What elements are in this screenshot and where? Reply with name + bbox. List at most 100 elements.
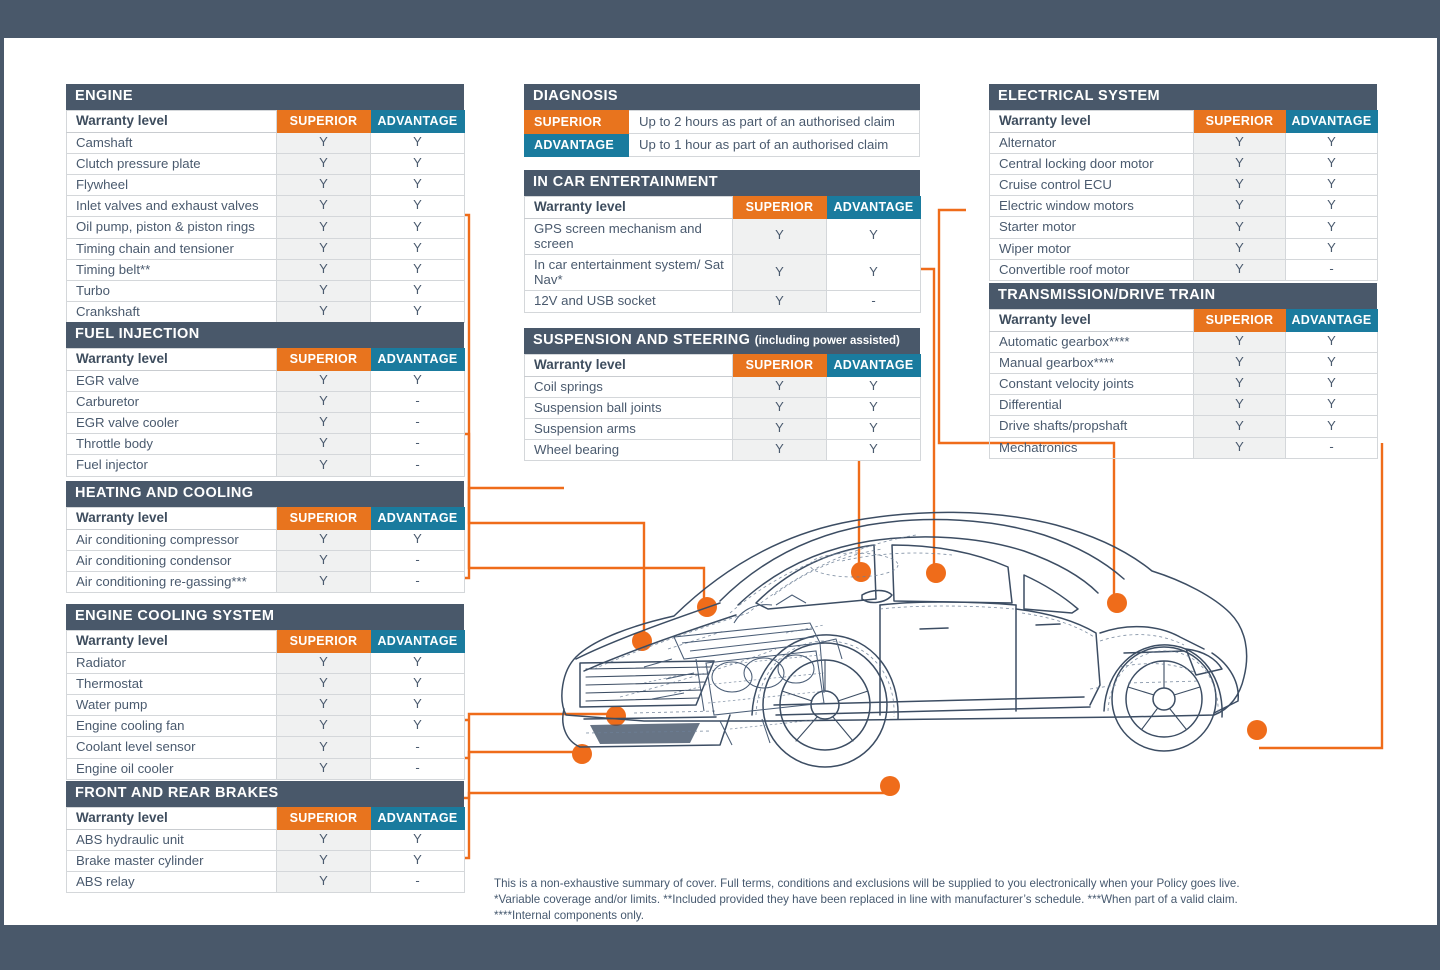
row-advantage-value: Y: [1285, 237, 1378, 260]
table-row: Fuel injector Y -: [66, 454, 465, 477]
block-title: ELECTRICAL SYSTEM: [989, 84, 1377, 111]
heating-cooling-table: Warranty level SUPERIOR ADVANTAGE Air co…: [66, 507, 465, 594]
row-advantage-value: Y: [370, 849, 465, 873]
row-label: Coolant level sensor: [66, 736, 277, 759]
row-advantage-value: Y: [370, 528, 465, 551]
row-label: Starter motor: [989, 216, 1194, 239]
row-advantage-value: Y: [1285, 216, 1378, 239]
row-label: ABS relay: [66, 871, 277, 894]
row-label: Drive shafts/propshaft: [989, 415, 1194, 438]
header-advantage: ADVANTAGE: [1285, 110, 1378, 133]
row-superior-value: Y: [276, 736, 371, 759]
table-row: EGR valve cooler Y -: [66, 412, 465, 435]
table-row: Crankshaft Y Y: [66, 301, 465, 324]
row-superior-value: Y: [732, 375, 827, 398]
row-superior-value: Y: [1193, 237, 1286, 260]
block-title: DIAGNOSIS: [524, 84, 920, 111]
row-label: Inlet valves and exhaust valves: [66, 195, 277, 218]
block-brakes: FRONT AND REAR BRAKES Warranty level SUP…: [66, 781, 465, 894]
table-row: Coolant level sensor Y -: [66, 736, 465, 759]
row-superior-value: Y: [276, 849, 371, 873]
table-row: Inlet valves and exhaust valves Y Y: [66, 195, 465, 218]
header-warranty-level: Warranty level: [524, 354, 733, 377]
row-advantage-value: Y: [370, 694, 465, 717]
row-label: Cruise control ECU: [989, 174, 1194, 197]
header-advantage: ADVANTAGE: [370, 110, 465, 133]
row-superior-value: Y: [276, 757, 371, 780]
header-advantage: ADVANTAGE: [826, 196, 921, 219]
diagnosis-table: SUPERIOR Up to 2 hours as part of an auth…: [524, 110, 920, 158]
row-superior-value: Y: [1193, 258, 1286, 281]
header-superior: SUPERIOR: [732, 354, 827, 377]
table-row: Turbo Y Y: [66, 279, 465, 303]
diagnosis-detail: Up to 1 hour as part of an authorised cl…: [628, 133, 920, 158]
row-label: 12V and USB socket: [524, 290, 733, 313]
transmission-table: Warranty level SUPERIOR ADVANTAGE Automa…: [989, 309, 1378, 459]
table-row: Suspension arms Y Y: [524, 418, 921, 441]
row-superior-value: Y: [276, 549, 371, 573]
row-label: Convertible roof motor: [989, 258, 1194, 281]
row-label: Air conditioning compressor: [66, 528, 277, 551]
header-superior: SUPERIOR: [1193, 309, 1286, 332]
table-row: Thermostat Y Y: [66, 672, 465, 696]
row-superior-value: Y: [276, 871, 371, 894]
row-label: Throttle body: [66, 433, 277, 456]
row-advantage-value: Y: [1285, 373, 1378, 396]
block-suspension: SUSPENSION AND STEERING (including power…: [524, 328, 921, 462]
row-advantage-value: -: [370, 549, 465, 573]
row-superior-value: Y: [276, 131, 371, 154]
row-superior-value: Y: [276, 258, 371, 281]
table-row: Engine cooling fan Y Y: [66, 715, 465, 738]
row-advantage-value: -: [370, 454, 465, 477]
row-superior-value: Y: [732, 418, 827, 441]
table-row: Flywheel Y Y: [66, 174, 465, 197]
block-title: HEATING AND COOLING: [66, 481, 464, 508]
row-superior-value: Y: [1193, 436, 1286, 459]
table-row: Air conditioning condensor Y -: [66, 549, 465, 573]
row-label: Oil pump, piston & piston rings: [66, 216, 277, 239]
row-superior-value: Y: [732, 439, 827, 462]
row-label: Brake master cylinder: [66, 849, 277, 873]
row-superior-value: Y: [276, 174, 371, 197]
block-title: SUSPENSION AND STEERING (including power…: [524, 328, 920, 355]
header-superior: SUPERIOR: [276, 110, 371, 133]
table-header-row: Warranty level SUPERIOR ADVANTAGE: [989, 110, 1378, 133]
row-advantage-value: Y: [826, 375, 921, 398]
header-advantage: ADVANTAGE: [370, 630, 465, 653]
row-superior-value: Y: [276, 651, 371, 674]
header-warranty-level: Warranty level: [66, 110, 277, 133]
row-superior-value: Y: [1193, 131, 1286, 154]
row-label: Automatic gearbox****: [989, 330, 1194, 353]
header-superior: SUPERIOR: [276, 807, 371, 830]
row-label: Timing chain and tensioner: [66, 237, 277, 260]
block-title: ENGINE: [66, 84, 464, 111]
table-row: Convertible roof motor Y -: [989, 258, 1378, 281]
row-label: Fuel injector: [66, 454, 277, 477]
block-fuel-injection: FUEL INJECTION Warranty level SUPERIOR A…: [66, 322, 465, 477]
footnote-line-3: ****Internal components only.: [494, 908, 644, 922]
row-superior-value: Y: [732, 217, 827, 256]
row-label: GPS screen mechanism and screen: [524, 217, 733, 256]
table-row: Starter motor Y Y: [989, 216, 1378, 239]
coverage-summary-page: ENGINE Warranty level SUPERIOR ADVANTAGE…: [4, 38, 1437, 925]
row-advantage-value: Y: [1285, 330, 1378, 353]
block-title: ENGINE COOLING SYSTEM: [66, 604, 464, 631]
table-header-row: Warranty level SUPERIOR ADVANTAGE: [989, 309, 1378, 332]
footnote-line-2: *Variable coverage and/or limits. **Incl…: [494, 892, 1238, 906]
block-title: FRONT AND REAR BRAKES: [66, 781, 464, 808]
row-label: Electric window motors: [989, 195, 1194, 218]
table-row: ABS hydraulic unit Y Y: [66, 828, 465, 851]
electrical-table: Warranty level SUPERIOR ADVANTAGE Altern…: [989, 110, 1378, 281]
table-row: EGR valve Y Y: [66, 369, 465, 392]
table-row: ABS relay Y -: [66, 871, 465, 894]
row-superior-value: Y: [1193, 330, 1286, 353]
row-label: Constant velocity joints: [989, 373, 1194, 396]
table-row: Wheel bearing Y Y: [524, 439, 921, 462]
row-advantage-value: Y: [370, 258, 465, 281]
row-advantage-value: Y: [370, 131, 465, 154]
table-row: Alternator Y Y: [989, 131, 1378, 154]
row-advantage-value: Y: [1285, 152, 1378, 176]
row-advantage-value: Y: [1285, 195, 1378, 218]
table-row: Oil pump, piston & piston rings Y Y: [66, 216, 465, 239]
header-warranty-level: Warranty level: [524, 196, 733, 219]
